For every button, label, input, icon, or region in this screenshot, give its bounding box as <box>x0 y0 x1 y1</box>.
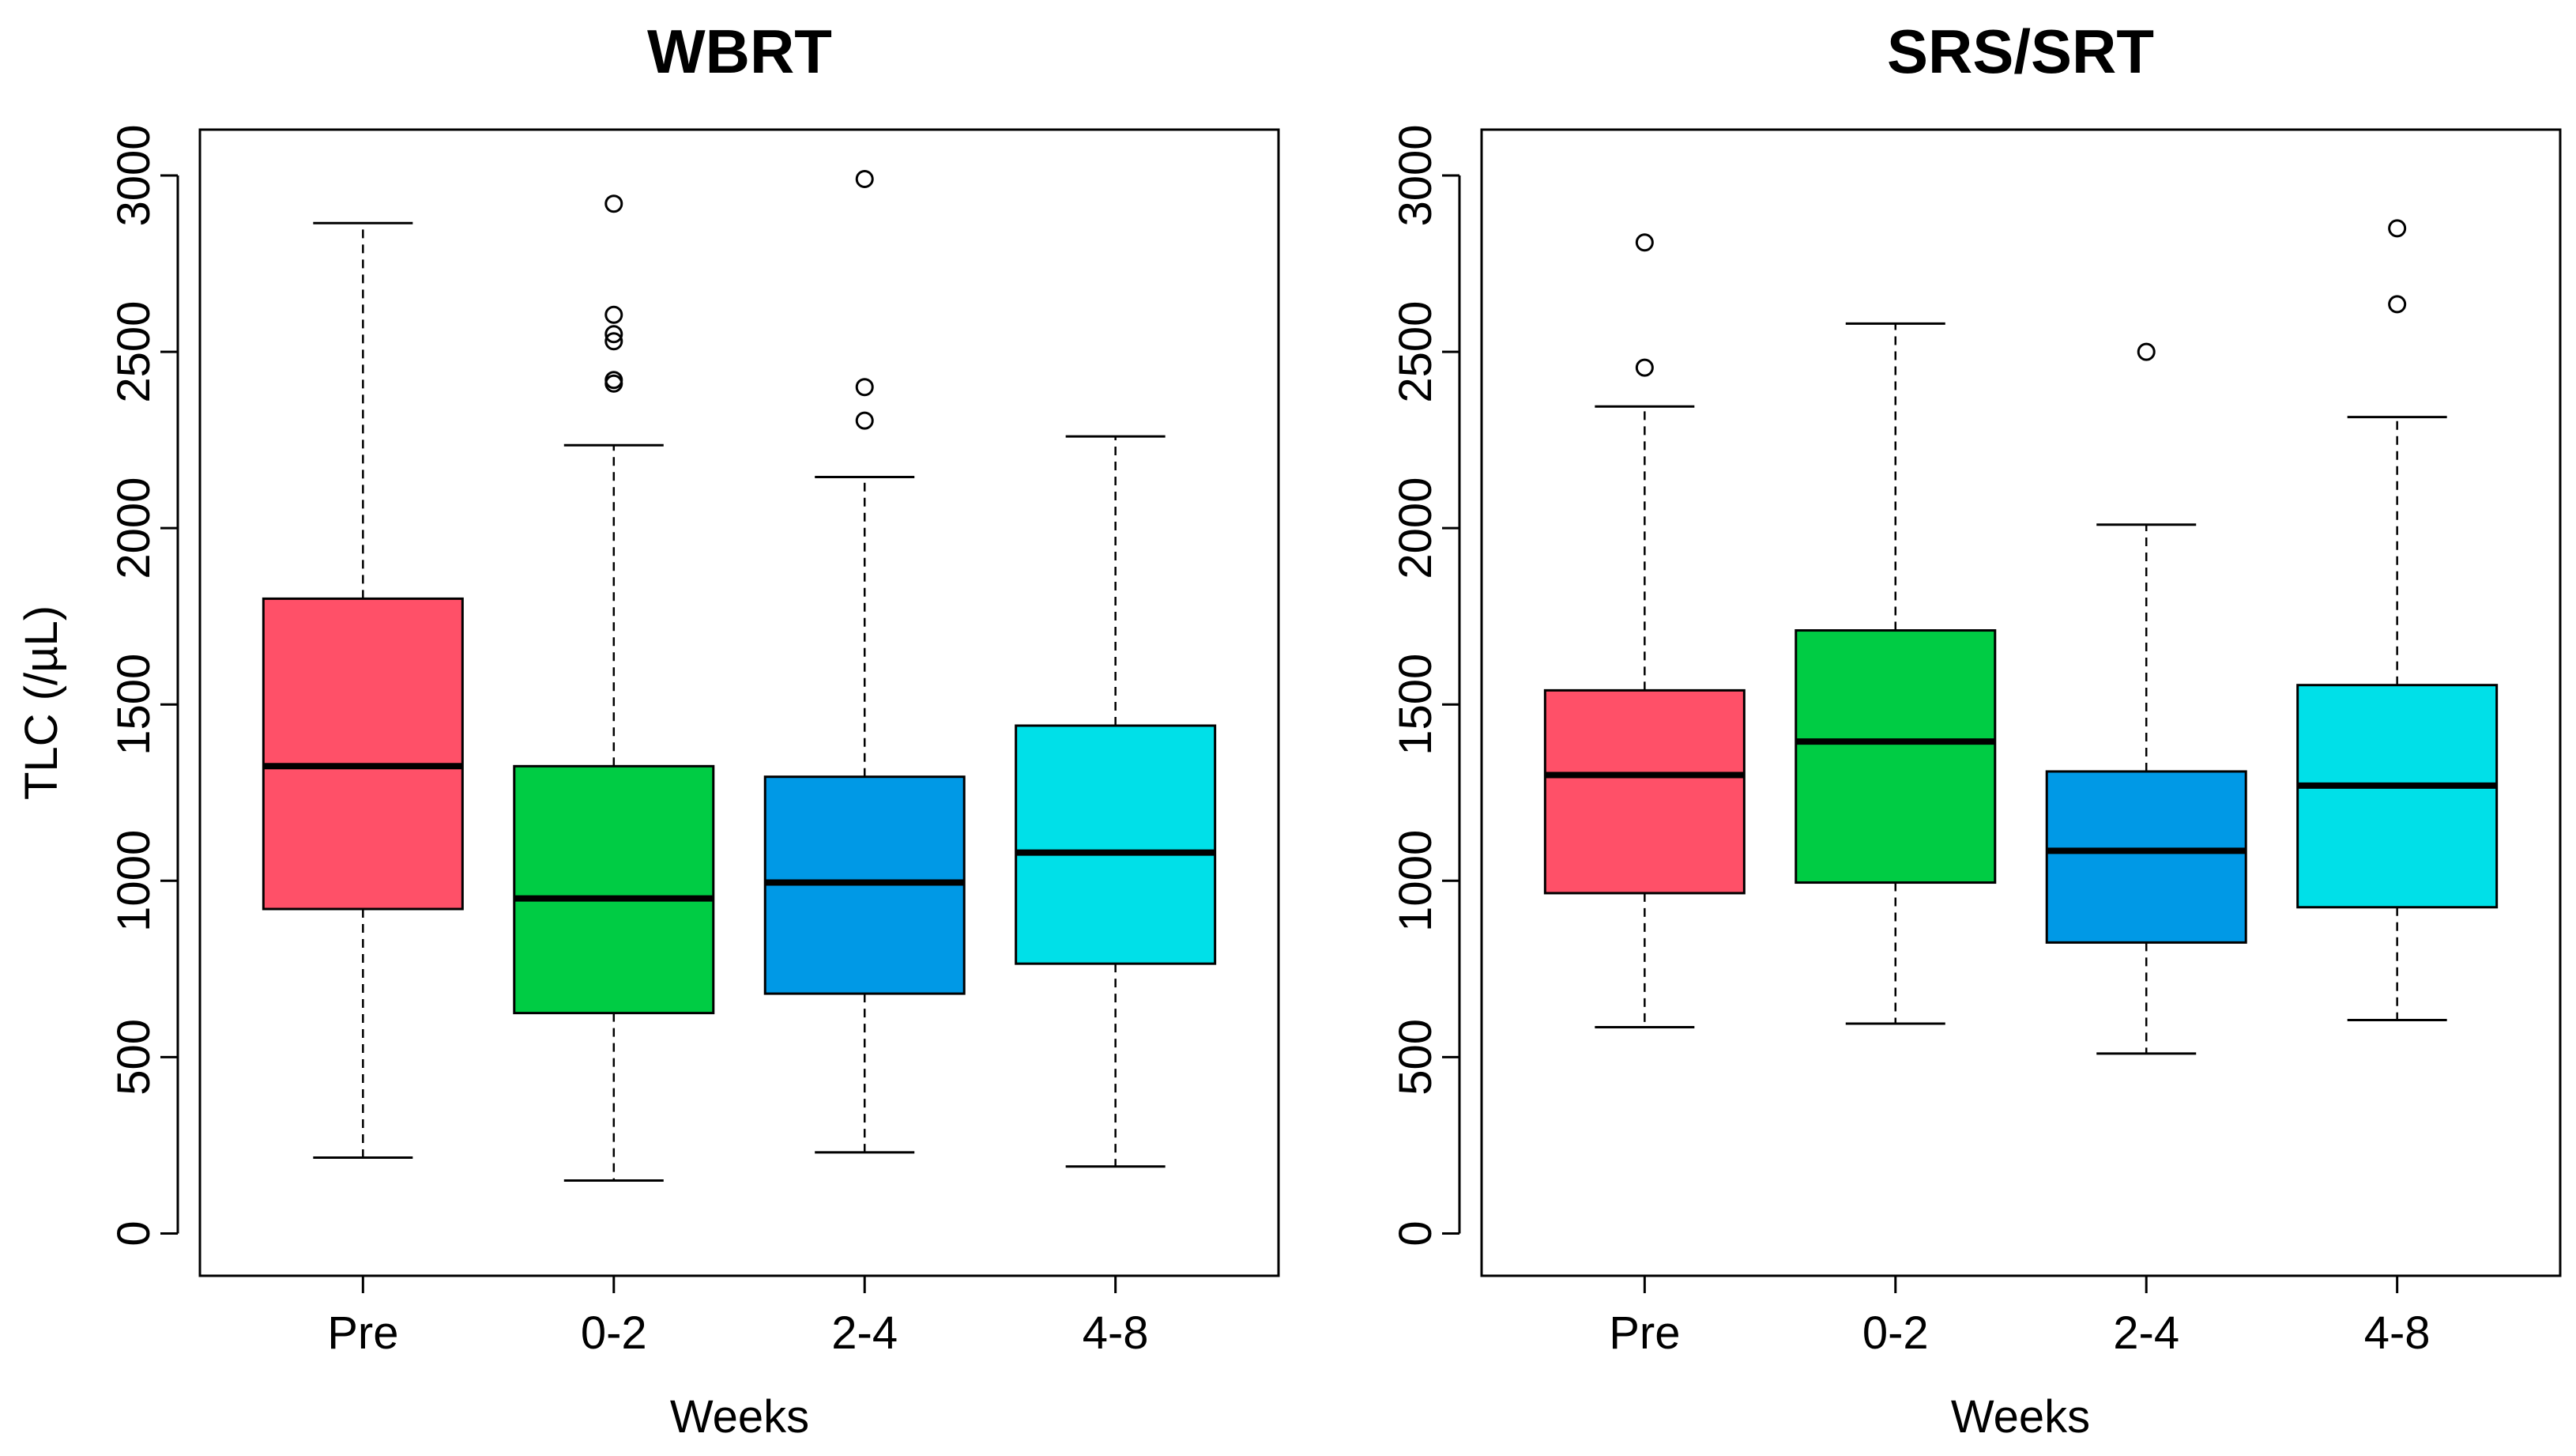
outlier-point <box>855 378 874 397</box>
x-tick-label: 0-2 <box>581 1307 647 1359</box>
x-tick-label: 4-8 <box>1083 1307 1149 1359</box>
y-tick-label: 2500 <box>108 301 160 403</box>
x-tick-label: Pre <box>1609 1307 1680 1359</box>
y-tick-label: 0 <box>108 1220 160 1246</box>
box-group <box>262 169 1217 1183</box>
x-tick-label: 2-4 <box>831 1307 898 1359</box>
y-axis-label: TLC (/µL) <box>16 605 67 800</box>
box-0-2 <box>513 194 715 1183</box>
outlier-point <box>2388 219 2407 238</box>
y-tick-label: 1500 <box>108 654 160 756</box>
box-2-4 <box>763 169 966 1154</box>
x-axis-label: Weeks <box>1951 1391 2090 1443</box>
box-pre <box>262 221 464 1160</box>
y-tick-label: 1000 <box>1390 830 1441 932</box>
box-2-4 <box>2045 342 2247 1055</box>
iqr-box <box>1015 724 1217 965</box>
iqr-box <box>2045 770 2247 944</box>
panel-srs-srt: SRS/SRT 0 500 1000 1500 2000 2500 3000 Pre 0-2 2… <box>1390 17 2562 1443</box>
x-tick-label: 4-8 <box>2364 1307 2431 1359</box>
box-4-8 <box>2296 219 2499 1022</box>
box-pre <box>1543 233 1746 1028</box>
x-tick-label: 0-2 <box>1862 1307 1929 1359</box>
outlier-point <box>604 305 623 324</box>
panel-title: SRS/SRT <box>1887 17 2154 86</box>
y-tick-label: 3000 <box>1390 124 1441 226</box>
outlier-point <box>2137 342 2156 361</box>
outlier-point <box>855 411 874 430</box>
panel-wbrt: WBRT 0 500 1000 1500 2000 2500 3000 Pre 0-2 2-4 4… <box>16 17 1280 1443</box>
outlier-point <box>2388 295 2407 314</box>
plot-frame <box>198 128 1280 1277</box>
iqr-box <box>1543 688 1746 895</box>
plot-frame <box>1480 128 2562 1277</box>
x-axis-label: Weeks <box>670 1391 809 1443</box>
y-axis: 0 500 1000 1500 2000 2500 3000 <box>108 124 179 1247</box>
y-tick-label: 2500 <box>1390 301 1441 403</box>
outlier-point <box>604 374 623 393</box>
outlier-point <box>604 325 623 344</box>
x-axis: Pre 0-2 2-4 4-8 <box>327 1276 1149 1359</box>
y-tick-label: 500 <box>108 1019 160 1096</box>
box-group <box>1543 219 2499 1055</box>
outlier-point <box>855 169 874 188</box>
panel-title: WBRT <box>647 17 832 86</box>
x-tick-label: Pre <box>327 1307 398 1359</box>
iqr-box <box>1795 629 1997 885</box>
y-tick-label: 1000 <box>108 830 160 932</box>
iqr-box <box>2296 684 2499 909</box>
y-axis: 0 500 1000 1500 2000 2500 3000 <box>1390 124 1461 1247</box>
x-tick-label: 2-4 <box>2113 1307 2179 1359</box>
y-tick-label: 0 <box>1390 1220 1441 1246</box>
outlier-point <box>604 332 623 351</box>
iqr-box <box>513 764 715 1015</box>
x-axis: Pre 0-2 2-4 4-8 <box>1609 1276 2431 1359</box>
outlier-point <box>1635 233 1654 252</box>
outlier-point <box>604 194 623 213</box>
y-tick-label: 3000 <box>108 124 160 226</box>
y-tick-label: 2000 <box>1390 477 1441 579</box>
outlier-point <box>1635 358 1654 377</box>
box-0-2 <box>1795 322 1997 1025</box>
y-tick-label: 1500 <box>1390 654 1441 756</box>
box-4-8 <box>1015 435 1217 1168</box>
y-tick-label: 2000 <box>108 477 160 579</box>
iqr-box <box>262 597 464 911</box>
y-tick-label: 500 <box>1390 1019 1441 1096</box>
